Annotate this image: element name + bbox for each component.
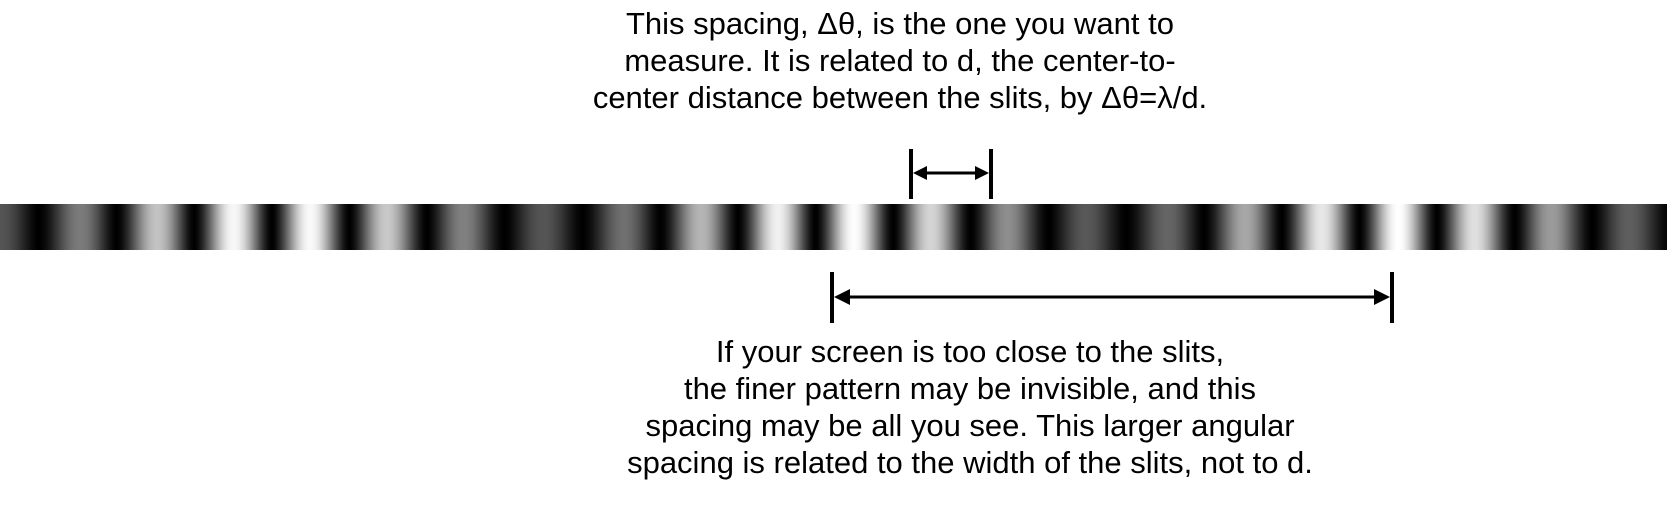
envelope-spacing-left-arrowhead <box>834 289 850 305</box>
fine-spacing-marker <box>909 149 993 199</box>
envelope-spacing-caption-line: If your screen is too close to the slits… <box>715 334 1225 369</box>
fine-spacing-caption-line: measure. It is related to d, the center-… <box>624 43 1176 78</box>
fine-spacing-left-arrowhead <box>913 166 927 180</box>
interference-pattern-strip <box>0 204 1667 250</box>
envelope-spacing-caption-line: the finer pattern may be invisible, and … <box>683 371 1257 406</box>
fine-spacing-caption-line: This spacing, Δθ, is the one you want to <box>625 6 1174 41</box>
envelope-spacing-caption-line: spacing is related to the width of the s… <box>627 445 1313 480</box>
envelope-spacing-caption-line: spacing may be all you see. This larger … <box>645 408 1295 443</box>
envelope-spacing-right-arrowhead <box>1374 289 1390 305</box>
fine-spacing-right-arrowhead <box>975 166 989 180</box>
fine-spacing-caption-line: center distance between the slits, by Δθ… <box>592 80 1208 115</box>
envelope-spacing-marker <box>830 272 1394 323</box>
envelope-spacing-caption: If your screen is too close to the slits… <box>600 333 1340 481</box>
fine-spacing-caption: This spacing, Δθ, is the one you want to… <box>520 5 1280 116</box>
